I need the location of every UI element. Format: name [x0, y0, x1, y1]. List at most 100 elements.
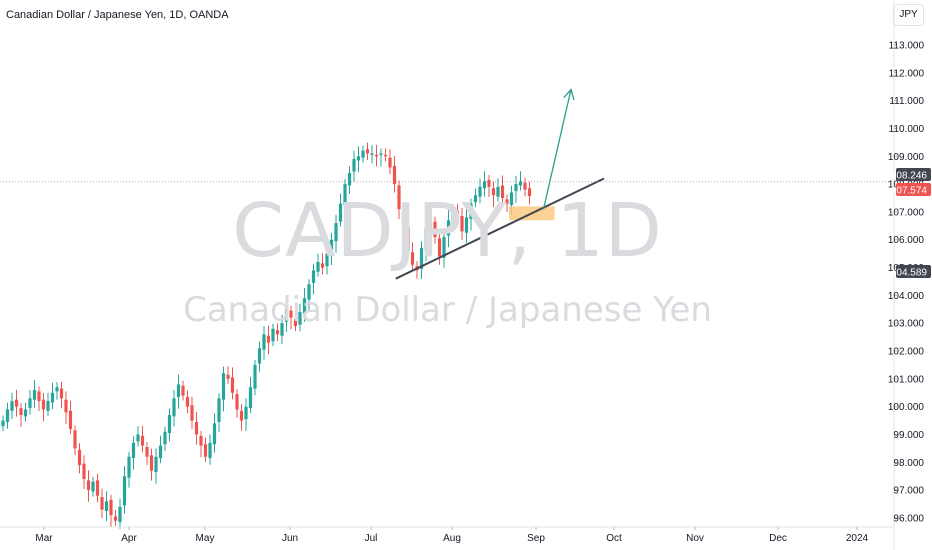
candle-body	[487, 179, 491, 187]
candle-body	[307, 284, 311, 300]
time-tick-label: Apr	[121, 533, 137, 544]
price-tick-label: 96.000	[893, 513, 924, 524]
candle-body	[46, 401, 50, 411]
candle-body	[23, 409, 28, 417]
time-axis[interactable]: Mar Apr May Jun Jul Aug Sep Oct Nov Dec 2024	[0, 526, 894, 544]
candle-body	[379, 153, 383, 155]
candle-body	[523, 182, 527, 190]
candle-body	[419, 248, 424, 269]
candle-body	[1, 420, 5, 427]
price-tick-label: 98.000	[893, 458, 924, 469]
candle-body	[518, 181, 523, 186]
candle-body	[505, 199, 509, 204]
watermark-name: Canadian Dollar / Japanese Yen	[183, 290, 712, 330]
candle-body	[284, 309, 289, 322]
candle-body	[460, 216, 464, 232]
candle-body	[55, 387, 59, 392]
candle-body	[149, 455, 154, 471]
price-tick-label: 106.000	[888, 235, 925, 246]
price-tick-label: 103.000	[888, 319, 925, 330]
trendline[interactable]	[395, 177, 605, 280]
price-tick-label: 110.000	[889, 124, 925, 135]
candle-body	[370, 153, 374, 155]
candle-body	[158, 445, 163, 459]
price-tick-label: 104.000	[888, 291, 925, 302]
candle-body	[167, 415, 172, 434]
candle-body	[257, 348, 262, 364]
time-tick-label: Oct	[606, 533, 622, 544]
candle-body	[424, 228, 428, 250]
candle-body	[176, 384, 181, 397]
candle-body	[509, 192, 514, 205]
candle-body	[217, 398, 221, 422]
price-tick-label: 111.000	[889, 96, 924, 107]
price-tick-label: 99.000	[893, 430, 924, 441]
candle-body	[28, 398, 32, 409]
candle-body	[181, 385, 185, 396]
candle-body	[374, 154, 379, 157]
candle-body	[185, 396, 190, 407]
time-tick-label: Dec	[769, 533, 787, 544]
candle-body	[73, 430, 77, 449]
currency-button[interactable]: JPY	[893, 4, 924, 26]
candle-body	[442, 236, 446, 258]
candle-body	[235, 394, 239, 410]
price-tick-label: 113.000	[889, 41, 925, 52]
candle-body	[194, 421, 199, 435]
candle-body	[356, 156, 361, 161]
candle-body	[320, 263, 325, 268]
candle-body	[343, 184, 347, 205]
candle-body	[527, 188, 532, 197]
candle-body	[451, 209, 455, 222]
candle-body	[86, 480, 91, 491]
price-tick-label: 97.000	[893, 486, 924, 497]
candle-body	[334, 223, 338, 242]
candle-body	[514, 184, 518, 192]
candle-body	[388, 157, 392, 168]
candle-body	[491, 188, 496, 196]
candle-body	[325, 253, 329, 267]
candle-body	[226, 374, 230, 379]
candle-body	[347, 172, 352, 186]
candle-body	[469, 203, 473, 219]
candle-body	[59, 388, 64, 399]
candle-body	[10, 401, 14, 411]
candle-body	[482, 181, 487, 189]
candle-body	[14, 399, 19, 407]
candle-body	[5, 409, 10, 422]
candle-body	[122, 476, 127, 506]
candle-body	[190, 405, 194, 421]
candle-body	[455, 210, 460, 218]
candle-body	[464, 217, 469, 233]
candle-body	[392, 166, 397, 185]
candle-body	[221, 373, 226, 400]
price-tick-label: 107.000	[888, 207, 925, 218]
candle-body	[275, 330, 280, 335]
candle-body	[311, 270, 316, 283]
candle-body	[248, 387, 253, 409]
candle-body	[145, 446, 149, 457]
candle-body	[230, 377, 235, 393]
candle-body	[280, 323, 284, 336]
price-tick-label: 100.000	[888, 402, 925, 413]
candle-body	[473, 195, 478, 203]
time-tick-label: Jun	[282, 533, 298, 544]
candle-body	[77, 449, 82, 466]
candle-body	[437, 238, 442, 257]
time-tick-label: May	[196, 533, 215, 544]
candle-body	[329, 239, 334, 256]
candle-body	[104, 501, 109, 511]
candle-body	[32, 389, 37, 400]
candle-body	[68, 410, 73, 429]
candle-body	[352, 159, 356, 172]
candle-body	[253, 364, 257, 389]
price-tick-label: 112.000	[889, 68, 925, 79]
candle-body	[266, 335, 271, 343]
candle-body	[401, 210, 406, 229]
arrow-shaft[interactable]	[542, 89, 572, 210]
candle-body	[100, 497, 104, 510]
candle-body	[172, 398, 176, 417]
price-tick-label: 101.000	[888, 374, 925, 385]
price-badge	[896, 168, 931, 181]
